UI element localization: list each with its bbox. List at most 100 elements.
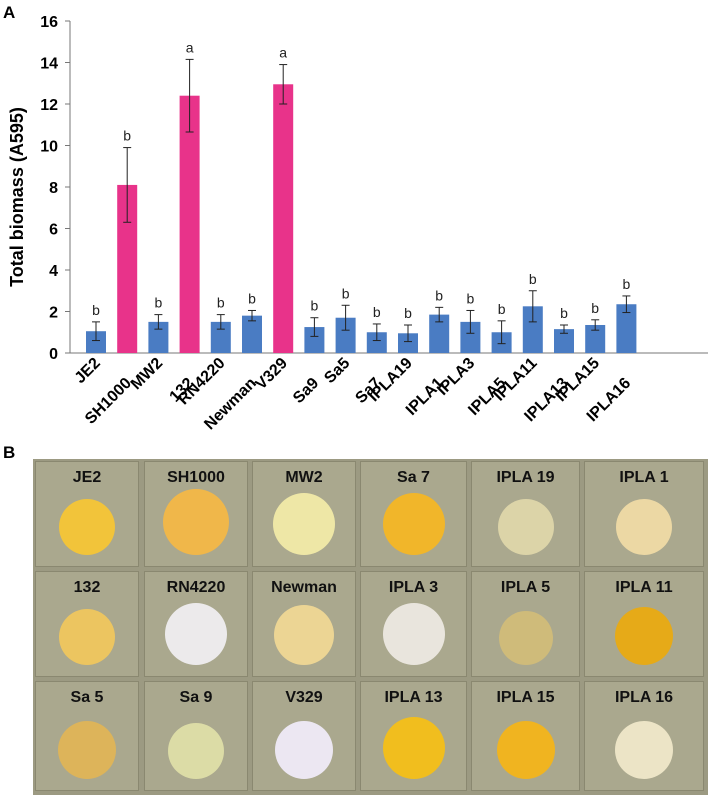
panel-b-label: B [3, 443, 16, 462]
plate-well: IPLA 3 [360, 571, 467, 677]
colony-spot [496, 721, 555, 779]
well-label: IPLA 13 [384, 689, 443, 706]
well-label: SH1000 [167, 469, 225, 486]
significance-label: b [217, 295, 225, 311]
colony-spot [273, 493, 335, 555]
y-tick-label: 6 [49, 222, 58, 239]
category-label: MW2 [128, 355, 166, 393]
plate-well: 132 [35, 571, 139, 677]
well-label: IPLA 15 [496, 689, 555, 706]
significance-label: b [623, 276, 631, 292]
bar-MW2 [148, 321, 169, 353]
plate-well: Sa 5 [35, 681, 139, 791]
significance-label: a [279, 45, 287, 61]
bar-IPLA13 [554, 329, 574, 353]
bar-Newman [242, 315, 262, 353]
bar-Sa9 [304, 327, 325, 353]
colony-spot [163, 489, 229, 555]
category-label: Sa9 [290, 375, 322, 407]
colony-spot [382, 493, 445, 555]
bar-V329 [273, 84, 294, 353]
bar-Sa7 [366, 332, 387, 353]
plate-well: MW2 [252, 461, 356, 567]
plate-well: RN4220 [144, 571, 248, 677]
panel-a-label: A [3, 3, 16, 22]
colony-spot [615, 607, 673, 665]
significance-label: b [311, 298, 319, 314]
significance-label: b [92, 302, 100, 318]
plate-well: IPLA 19 [471, 461, 580, 567]
category-label: IPLA16 [584, 375, 634, 425]
plate-well: IPLA 13 [360, 681, 467, 791]
colony-spot [497, 499, 554, 555]
colony-spot [274, 605, 334, 665]
y-axis-label: Total biomass (A595) [7, 107, 27, 287]
bar-JE2 [86, 331, 106, 353]
significance-label: b [248, 290, 256, 306]
significance-label: b [373, 304, 381, 320]
significance-label: b [404, 305, 412, 321]
colony-spot [615, 721, 673, 779]
significance-label: b [529, 271, 537, 287]
significance-label: a [186, 39, 194, 55]
colony-plate-photo: JE2 SH1000 MW2 Sa 7 IPLA 19 IPLA 1 132 RN4220 Ne… [33, 459, 708, 795]
y-tick-label: 4 [49, 263, 58, 280]
bar-Sa5 [335, 317, 356, 353]
colony-spot [382, 603, 445, 665]
well-label: IPLA 16 [614, 689, 674, 706]
significance-label: b [467, 290, 475, 306]
plate-well: IPLA 11 [584, 571, 704, 677]
well-label: Newman [271, 579, 337, 596]
well-label: 132 [73, 579, 101, 596]
bar-chart: 0 2 4 6 8 10 12 14 16 Total biomass (A595) b JE2 b SH… [7, 14, 708, 433]
well-label: IPLA 1 [619, 469, 669, 486]
plate-well: IPLA 5 [471, 571, 580, 677]
category-label: IPLA3 [434, 355, 478, 399]
plate-well: IPLA 15 [471, 681, 580, 791]
category-label: SH1000 [82, 375, 135, 428]
significance-label: b [123, 128, 131, 144]
colony-spot [168, 723, 224, 779]
y-tick-label: 8 [49, 180, 58, 197]
plate-well: IPLA 16 [584, 681, 704, 791]
well-label: IPLA 19 [496, 469, 555, 486]
plate-well: V329 [252, 681, 356, 791]
category-label: Sa5 [321, 355, 353, 387]
significance-label: b [498, 301, 506, 317]
bar-IPLA16 [616, 304, 637, 353]
bar-IPLA19 [398, 333, 418, 353]
plate-well: SH1000 [144, 461, 248, 567]
well-label: Sa 5 [70, 689, 104, 706]
bar-SH1000 [117, 184, 138, 353]
well-label: JE2 [72, 469, 102, 486]
well-label: Sa 7 [397, 469, 430, 486]
bar-IPLA15 [585, 324, 606, 353]
y-tick-label: 0 [49, 346, 58, 363]
bar-IPLA3 [460, 321, 481, 353]
y-tick-label: 16 [40, 14, 58, 31]
bar-132 [179, 95, 200, 353]
well-label: IPLA 3 [388, 579, 439, 596]
plate-well: IPLA 1 [584, 461, 704, 567]
y-tick-label: 2 [49, 305, 58, 322]
bar-IPLA1 [429, 314, 450, 353]
significance-label: b [342, 285, 350, 301]
colony-spot [59, 499, 115, 555]
y-tick-label: 14 [40, 56, 58, 73]
y-tick-label: 10 [40, 139, 58, 156]
bar-IPLA11 [522, 306, 543, 353]
colony-spot [59, 609, 115, 665]
significance-label: b [435, 287, 443, 303]
plate-well: JE2 [35, 461, 139, 567]
well-label: IPLA 11 [615, 579, 673, 596]
well-label: MW2 [285, 469, 323, 486]
category-label: JE2 [72, 355, 104, 387]
colony-spot [58, 721, 116, 779]
well-label: Sa 9 [179, 689, 213, 706]
plate-well: Newman [252, 571, 356, 677]
well-label: IPLA 5 [500, 579, 551, 596]
significance-label: b [155, 295, 163, 311]
colony-spot [616, 499, 672, 555]
significance-label: b [560, 305, 568, 321]
colony-spot [382, 717, 445, 779]
